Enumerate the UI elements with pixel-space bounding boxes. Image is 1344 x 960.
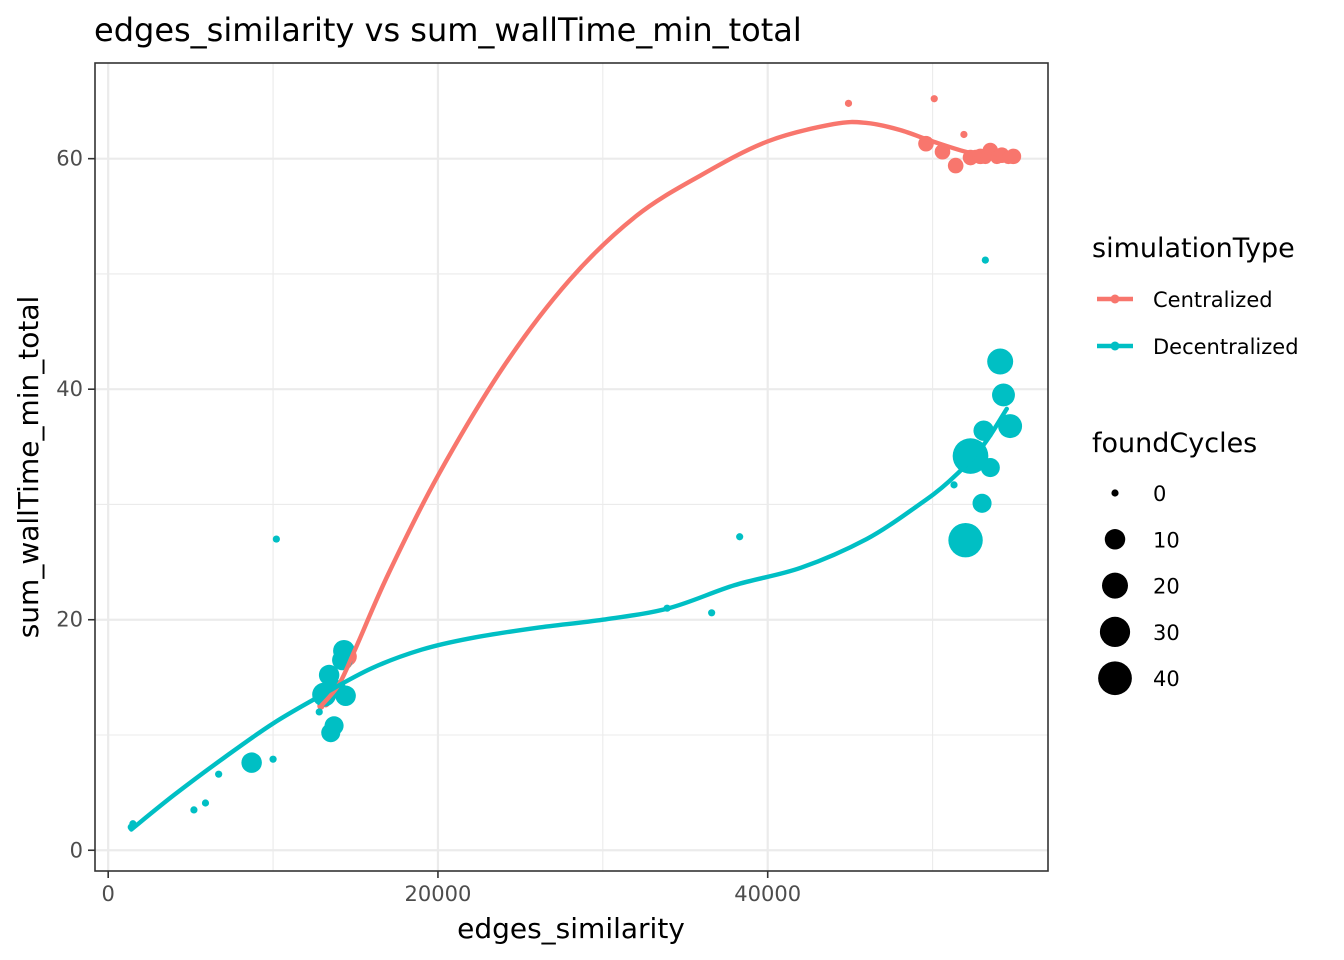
point-decentralized [201, 799, 210, 807]
point-decentralized [315, 708, 323, 716]
size-legend-label: 20 [1153, 575, 1180, 599]
point-centralized [930, 95, 938, 103]
x-tick-label: 40000 [734, 882, 801, 906]
grid-major [95, 63, 1048, 871]
point-decentralized [992, 383, 1015, 407]
point-decentralized [987, 348, 1014, 375]
size-legend-label: 10 [1153, 528, 1180, 552]
legend-label-centralized: Centralized [1153, 288, 1273, 312]
trend-line-decentralized [129, 406, 1009, 832]
x-axis: 0 20000 40000 [102, 871, 801, 906]
point-decentralized [980, 458, 1000, 478]
trend-lines [129, 119, 1016, 832]
point-decentralized [708, 609, 716, 617]
point-decentralized [272, 535, 280, 543]
point-decentralized [269, 755, 277, 763]
y-tick-label: 20 [56, 608, 83, 632]
size-legend-items: 0 10 20 30 40 [1098, 482, 1180, 696]
point-decentralized [324, 716, 344, 736]
point-decentralized [333, 639, 355, 662]
y-tick-label: 60 [56, 147, 83, 171]
chart-title: edges_similarity vs sum_wallTime_min_tot… [94, 11, 802, 49]
trend-line-centralized [318, 119, 1016, 709]
y-tick-label: 0 [70, 838, 83, 862]
point-centralized [844, 99, 853, 107]
legend-key-point-decentralized [1110, 341, 1120, 351]
point-decentralized [998, 414, 1023, 439]
point-centralized [960, 130, 968, 139]
size-legend-key [1104, 529, 1126, 550]
size-legend-key [1098, 661, 1132, 696]
color-legend-items: Centralized Decentralized [1097, 288, 1299, 359]
legend: simulationType CentralizedDecentralized … [1092, 233, 1299, 696]
size-legend-label: 30 [1153, 621, 1180, 645]
point-decentralized [318, 664, 340, 686]
x-axis-title: edges_similarity [457, 912, 685, 945]
legend-key-point-centralized [1110, 294, 1120, 304]
color-legend-title: simulationType [1092, 233, 1295, 264]
x-tick-label: 20000 [405, 882, 472, 906]
point-decentralized [736, 533, 744, 541]
point-decentralized [950, 481, 958, 489]
point-centralized [947, 157, 964, 174]
legend-label-decentralized: Decentralized [1153, 335, 1299, 359]
x-tick-label: 0 [102, 882, 115, 906]
y-axis: 0 20 40 60 [56, 147, 95, 862]
size-legend-key [1102, 572, 1128, 599]
point-decentralized [215, 770, 223, 778]
size-legend-label: 40 [1153, 667, 1180, 691]
size-legend-title: foundCycles [1092, 428, 1257, 459]
point-decentralized [981, 256, 989, 264]
size-legend-key [1099, 616, 1131, 648]
size-legend-label: 0 [1153, 482, 1166, 506]
point-decentralized [190, 806, 198, 814]
point-decentralized [948, 522, 983, 558]
y-tick-label: 40 [56, 377, 83, 401]
point-decentralized [335, 685, 356, 707]
plot-border [94, 62, 1049, 872]
y-axis-title: sum_wallTime_min_total [12, 296, 45, 639]
point-decentralized [972, 493, 992, 513]
point-decentralized [241, 752, 262, 773]
size-legend-key [1111, 489, 1119, 497]
